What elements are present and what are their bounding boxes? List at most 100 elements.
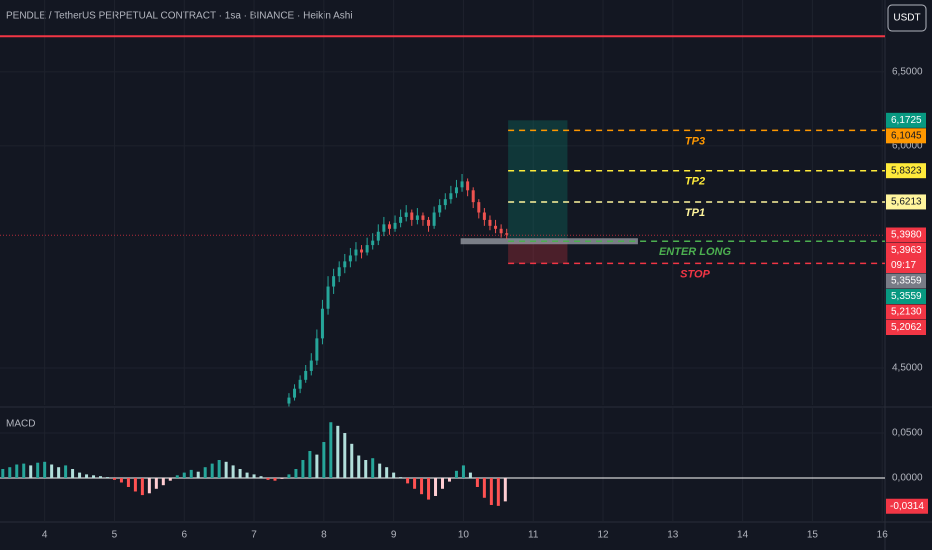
candle-body — [387, 224, 391, 229]
candle-body — [471, 190, 475, 203]
macd-bar — [343, 433, 347, 478]
level-label: STOP — [680, 268, 710, 280]
y-tick-label: 0,0000 — [892, 473, 923, 484]
candle-body — [460, 181, 464, 188]
macd-bar — [441, 477, 444, 489]
candle-body — [332, 276, 336, 287]
macd-bar — [315, 454, 319, 478]
candle-body — [320, 308, 324, 339]
price-label-bg — [886, 320, 926, 336]
x-tick-label: 16 — [877, 530, 889, 541]
price-label-bg — [886, 128, 926, 144]
candle-body — [477, 202, 481, 213]
macd-bar — [15, 464, 19, 478]
macd-bar — [280, 477, 284, 479]
target-zone — [508, 120, 568, 242]
candle-body — [298, 379, 302, 389]
macd-bar — [71, 469, 75, 478]
macd-bar — [217, 460, 221, 478]
macd-bar — [182, 472, 186, 478]
macd-bar — [399, 477, 403, 478]
macd-bar — [273, 477, 277, 481]
price-label: 5,8323 — [891, 165, 922, 176]
macd-bar — [336, 425, 340, 478]
countdown-bg — [886, 258, 926, 274]
macd-bar — [210, 463, 214, 478]
macd-bar — [252, 474, 256, 478]
macd-bar — [78, 472, 82, 478]
candle-body — [399, 216, 403, 223]
candle-body — [304, 370, 308, 380]
macd-bar — [92, 475, 96, 478]
price-label: 5,6213 — [891, 197, 922, 208]
macd-bar — [468, 472, 472, 478]
macd-bar — [287, 474, 291, 478]
price-label-bg — [886, 112, 926, 128]
candle-body — [348, 255, 352, 262]
macd-title: MACD — [6, 419, 35, 430]
macd-bar — [294, 469, 298, 478]
macd-bar — [350, 443, 354, 478]
x-tick-label: 11 — [528, 530, 539, 541]
candle-body — [488, 219, 492, 226]
macd-bar — [427, 477, 431, 500]
candle-body — [404, 212, 408, 217]
x-tick-label: 8 — [321, 530, 327, 541]
candle-body — [365, 245, 369, 253]
currency-label[interactable]: USDT — [893, 13, 920, 24]
price-label-bg — [886, 273, 926, 289]
candle-body — [309, 360, 313, 371]
x-tick-label: 7 — [251, 530, 257, 541]
price-label: 6,1045 — [891, 130, 922, 141]
candle-body — [427, 219, 431, 226]
macd-bar — [36, 462, 40, 478]
macd-bar — [99, 476, 103, 478]
macd-bar — [168, 477, 172, 481]
x-tick-label: 10 — [458, 530, 470, 541]
currency-button[interactable] — [887, 4, 927, 32]
price-label-bg — [886, 289, 926, 305]
macd-bar — [224, 461, 228, 478]
candle-body — [343, 261, 347, 268]
macd-bar — [385, 467, 389, 478]
price-label-bg — [886, 163, 926, 179]
macd-bar — [105, 477, 109, 478]
price-label: 5,2062 — [891, 322, 922, 333]
candle-body — [421, 215, 425, 220]
macd-bar — [64, 465, 68, 478]
candle-body — [393, 222, 397, 229]
macd-bar — [434, 477, 438, 496]
macd-bar — [50, 464, 54, 478]
macd-bar — [420, 477, 424, 495]
price-label-bg — [886, 243, 926, 259]
macd-bar — [140, 477, 144, 496]
price-label: 5,3559 — [891, 276, 922, 287]
macd-bar — [461, 465, 465, 478]
macd-bar — [154, 477, 158, 489]
price-label: 5,3980 — [891, 230, 922, 241]
macd-bar — [454, 470, 458, 478]
macd-bar — [371, 458, 375, 478]
macd-bar — [147, 477, 151, 494]
macd-bar — [126, 477, 130, 487]
x-tick-label: 15 — [807, 530, 819, 541]
x-tick-label: 5 — [112, 530, 118, 541]
macd-bar — [308, 451, 312, 478]
macd-bar — [8, 467, 12, 478]
candle-body — [432, 212, 436, 226]
candle-body — [371, 240, 375, 246]
price-label: 5,2130 — [891, 307, 922, 318]
macd-bar — [259, 476, 263, 478]
macd-bar — [357, 455, 361, 478]
y-tick-label: 0,0500 — [892, 428, 923, 439]
candle-body — [326, 286, 330, 309]
candle-body — [454, 187, 458, 194]
level-label: TP3 — [685, 135, 705, 147]
macd-bar — [364, 460, 368, 478]
x-tick-label: 13 — [667, 530, 679, 541]
macd-bar — [112, 477, 116, 480]
countdown: 09:17 — [891, 260, 916, 271]
y-tick-label: 4,5000 — [892, 363, 923, 374]
candle-body — [315, 338, 319, 361]
